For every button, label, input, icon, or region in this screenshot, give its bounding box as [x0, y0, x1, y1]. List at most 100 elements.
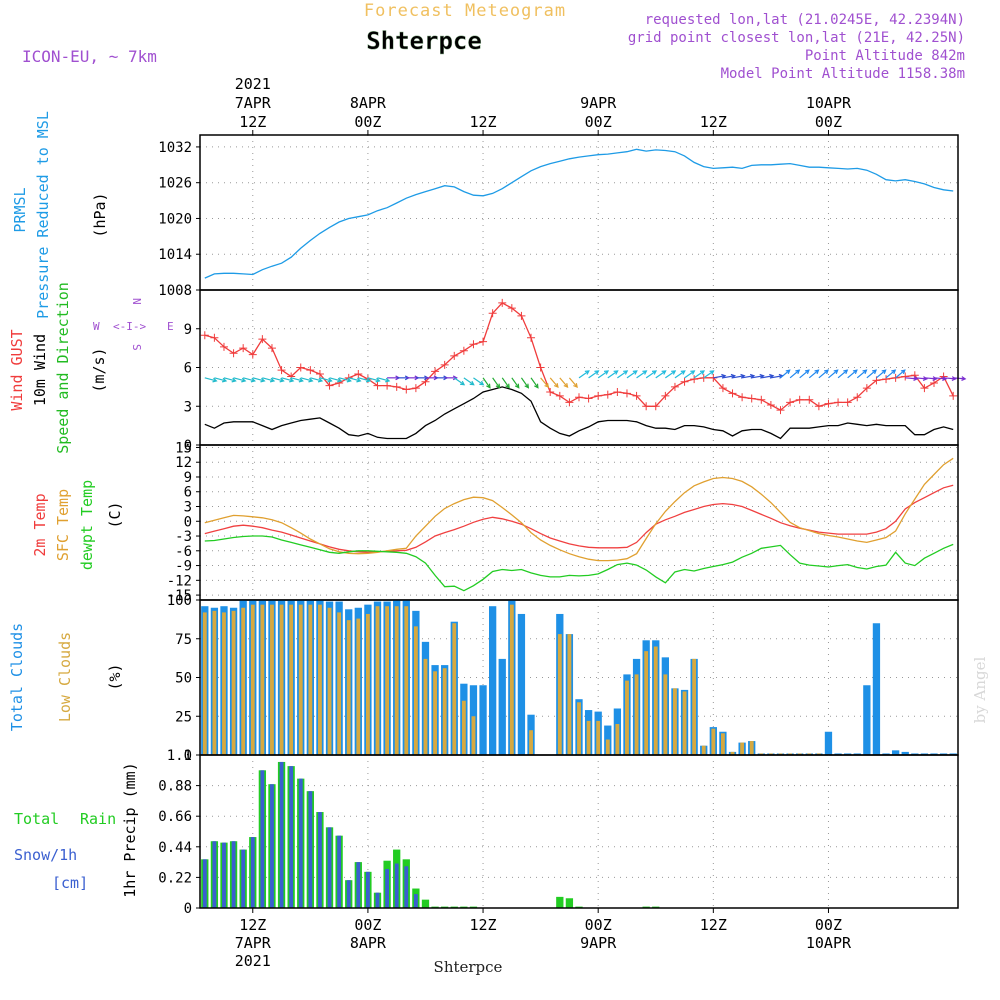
wind-direction-arrowhead — [479, 380, 485, 386]
clouds-bar-total — [882, 753, 890, 755]
clouds-bar-low — [711, 728, 716, 755]
gust-point — [488, 309, 497, 318]
clouds-bar-total — [901, 751, 909, 755]
cloud-label-total: Total Clouds — [8, 623, 26, 731]
wind-direction-arrowhead — [900, 369, 906, 375]
gust-point — [738, 393, 747, 402]
clouds-bar-low — [701, 745, 706, 755]
wind-compass: W <-I-> E N S — [93, 298, 174, 351]
wind-direction-arrow — [520, 377, 529, 389]
clouds-ytick-label: 25 — [175, 709, 192, 725]
clouds-bar-total — [488, 606, 497, 755]
gust-point — [325, 381, 334, 390]
compass-arrow: <-I-> — [113, 320, 146, 333]
top-time-label: 12Z — [700, 113, 727, 131]
precip-label-rain: Rain — [80, 810, 116, 828]
gust-point — [239, 344, 248, 353]
gust-point — [507, 304, 516, 313]
wind-direction-arrowhead — [553, 382, 559, 388]
wind-direction-arrow — [953, 377, 966, 380]
clouds-bar-low — [740, 742, 745, 755]
clouds-bar-total — [834, 753, 842, 755]
info-requested: requested lon,lat (21.0245E, 42.2394N) — [645, 12, 965, 28]
gust-point — [267, 344, 276, 353]
wind-direction-arrow — [358, 377, 371, 382]
wind-direction-arrowhead — [671, 370, 677, 375]
gust-point — [479, 337, 488, 346]
bottom-time-label: 12Z — [470, 916, 497, 934]
wind-ytick-label: 6 — [184, 361, 192, 377]
clouds-bar-total — [863, 685, 871, 755]
gust-point — [450, 351, 459, 360]
wind-direction-arrow — [943, 377, 956, 380]
wind-direction-arrowhead — [260, 377, 266, 383]
wind-direction-arrow — [607, 370, 618, 379]
wind-direction-arrow — [501, 377, 510, 389]
temp-label-2m: 2m Temp — [31, 493, 49, 556]
temperature-series-line — [204, 457, 954, 562]
wind-direction-arrowhead — [346, 377, 352, 383]
wind-direction-arrowhead — [642, 370, 648, 375]
wind-direction-arrowhead — [824, 369, 830, 375]
compass-north: N — [130, 298, 143, 305]
clouds-bar-low — [413, 626, 418, 755]
wind-direction-arrow — [252, 377, 265, 382]
temperature-frame — [199, 444, 959, 601]
gust-point — [728, 389, 737, 398]
wind-series-line — [204, 386, 954, 440]
gust-point — [642, 402, 651, 411]
wind-direction-arrow — [348, 377, 361, 382]
pressure-frame — [199, 134, 959, 291]
wind-direction-arrowhead — [795, 369, 801, 375]
wind-direction-arrowhead — [603, 370, 610, 375]
clouds-bar-total — [824, 731, 833, 755]
bottom-time-label: 9APR — [580, 934, 617, 952]
wind-direction-arrowhead — [661, 370, 667, 375]
wind-direction-arrow — [866, 369, 877, 379]
wind-direction-arrow — [559, 377, 568, 388]
precipitation-bar-snow — [394, 863, 399, 908]
wind-direction-arrow — [742, 375, 755, 379]
compass-west: W — [93, 320, 100, 333]
clouds-bar-total — [872, 623, 881, 755]
chart-supertitle: Forecast Meteogram — [364, 1, 566, 21]
wind-direction-arrowhead — [573, 382, 578, 388]
wind-direction-arrow — [300, 377, 313, 382]
precipitation-bar-snow — [202, 859, 207, 908]
clouds-bar-low — [471, 716, 476, 755]
gust-point — [411, 384, 420, 393]
temperature-ytick-label: 3 — [184, 500, 192, 516]
gust-point — [402, 385, 411, 394]
wind-unit: (m/s) — [90, 347, 108, 392]
chart-title: Shterpce — [366, 27, 482, 55]
pressure-series-line — [204, 148, 954, 279]
gust-point — [315, 369, 324, 378]
wind-direction-arrow — [204, 377, 217, 382]
gust-point — [862, 384, 871, 393]
precip-unit: 1hr Precip (mm) — [121, 762, 139, 897]
precipitation-bar-snow — [318, 812, 322, 908]
wind-direction-arrow — [617, 370, 628, 379]
gust-point — [834, 398, 843, 407]
pressure-unit: (hPa) — [91, 192, 109, 237]
precipitation-bar-snow — [231, 841, 236, 908]
clouds-bar-low — [721, 733, 725, 755]
clouds-bar-low — [567, 634, 572, 755]
precipitation-ytick-label: 0.22 — [158, 870, 192, 886]
temperature-ytick-label: -6 — [175, 544, 192, 560]
gust-point — [306, 366, 315, 375]
precipitation-bar-snow — [337, 835, 342, 908]
precip-label-total: Total — [14, 810, 59, 828]
bottom-time-label: 8APR — [350, 934, 387, 952]
top-time-label: 00Z — [815, 113, 842, 131]
wind-direction-arrow — [233, 377, 246, 382]
pressure-panel: 1008 1014 1020 1026 1032 — [158, 134, 959, 299]
gust-point — [632, 391, 641, 400]
precip-label-snow: Snow/1h — [14, 846, 77, 864]
gust-point — [882, 375, 891, 384]
wind-direction-arrowhead — [891, 369, 897, 375]
precipitation-bar-snow — [298, 778, 303, 908]
clouds-bar-low — [222, 612, 226, 755]
gust-point — [229, 349, 238, 358]
